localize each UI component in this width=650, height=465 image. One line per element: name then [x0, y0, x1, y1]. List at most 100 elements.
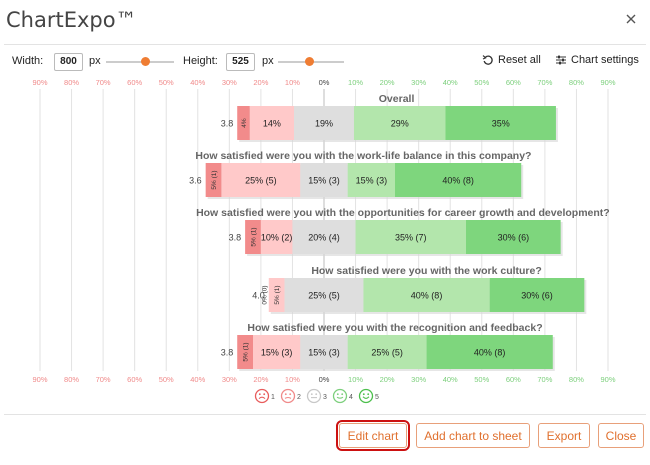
axis-tick-bottom: 10% — [348, 375, 363, 384]
legend-face-eye — [289, 393, 292, 396]
bar-segment — [353, 106, 446, 140]
legend-label: 3 — [323, 394, 327, 401]
toolbar: Width: 800 px Height: 525 px Reset all C… — [0, 50, 650, 74]
segment-label: 14% — [263, 119, 281, 129]
bar-segment — [292, 220, 356, 254]
settings-sliders-icon — [555, 54, 567, 66]
width-slider-track[interactable] — [106, 61, 174, 63]
legend-face-mouth — [336, 396, 344, 399]
legend-face-eye — [367, 393, 370, 396]
export-button[interactable]: Export — [538, 423, 590, 448]
axis-tick-top: 0% — [319, 78, 330, 87]
axis-tick-bottom: 40% — [190, 375, 205, 384]
segment-label: 40% (8) — [474, 348, 506, 358]
width-unit: px — [89, 55, 101, 67]
axis-tick-top: 50% — [159, 78, 174, 87]
segment-label: 10% (2) — [261, 233, 293, 243]
height-unit: px — [262, 55, 274, 67]
segment-label: 30% (6) — [521, 291, 553, 301]
legend-face-eye — [284, 393, 287, 396]
axis-tick-top: 30% — [222, 78, 237, 87]
segment-label: 5% (1) — [274, 285, 281, 304]
axis-tick-bottom: 70% — [96, 375, 111, 384]
axis-tick-bottom: 0% — [319, 375, 330, 384]
legend-face-icon — [306, 388, 322, 404]
bar-segment — [268, 278, 285, 312]
axis-tick-top: 60% — [127, 78, 142, 87]
height-slider-thumb[interactable] — [305, 57, 314, 66]
axis-tick-bottom: 20% — [253, 375, 268, 384]
axis-tick-bottom: 60% — [127, 375, 142, 384]
footer-divider — [4, 414, 646, 415]
add-chart-to-sheet-button[interactable]: Add chart to sheet — [416, 423, 530, 448]
segment-label: 15% (3) — [308, 176, 340, 186]
axis-tick-top: 80% — [64, 78, 79, 87]
bar-segment — [347, 335, 427, 369]
chart-svg: 90%90%80%80%70%70%60%60%50%50%40%40%30%3… — [32, 78, 616, 404]
axis-tick-top: 40% — [190, 78, 205, 87]
segment-label: 5% (1) — [211, 170, 218, 189]
bar-segment — [205, 163, 222, 197]
axis-tick-top: 70% — [96, 78, 111, 87]
bar-segment — [245, 220, 261, 254]
segment-label: 35% — [492, 119, 510, 129]
segment-label: 25% (5) — [308, 291, 340, 301]
segment-label: 25% (5) — [245, 176, 277, 186]
reset-all-label: Reset all — [498, 54, 541, 66]
bar-segment — [355, 220, 466, 254]
score-label: 3.6 — [189, 176, 202, 186]
axis-tick-bottom: 90% — [32, 375, 47, 384]
bar-segment — [489, 278, 585, 312]
chart-settings-button[interactable]: Chart settings — [555, 54, 639, 66]
axis-tick-top: 40% — [443, 78, 458, 87]
reset-all-button[interactable]: Reset all — [482, 54, 541, 66]
axis-tick-top: 70% — [537, 78, 552, 87]
axis-tick-top: 10% — [285, 78, 300, 87]
legend-face-mouth — [362, 396, 370, 399]
width-slider-thumb[interactable] — [141, 57, 150, 66]
width-label: Width: — [12, 55, 44, 67]
legend-face-icon — [254, 388, 270, 404]
close-icon[interactable] — [624, 12, 638, 26]
axis-tick-top: 80% — [569, 78, 584, 87]
legend-face-mouth — [258, 396, 266, 400]
bar-segment — [260, 220, 293, 254]
width-input[interactable]: 800 — [54, 53, 83, 71]
height-label: Height: — [183, 55, 218, 67]
legend-face-eye — [263, 393, 266, 396]
axis-tick-bottom: 50% — [159, 375, 174, 384]
bar-segment — [395, 163, 522, 197]
legend-face-icon — [280, 388, 296, 404]
edit-chart-button[interactable]: Edit chart — [336, 420, 410, 451]
axis-tick-top: 10% — [348, 78, 363, 87]
axis-tick-bottom: 30% — [222, 375, 237, 384]
axis-tick-top: 90% — [32, 78, 47, 87]
bar-segment — [284, 278, 364, 312]
bar-segment — [237, 106, 250, 140]
legend-face-eye — [336, 393, 339, 396]
segment-label: 35% (7) — [395, 233, 427, 243]
axis-tick-bottom: 10% — [285, 375, 300, 384]
close-button[interactable]: Close — [598, 423, 644, 448]
bar-segment — [237, 335, 253, 369]
segment-label: 30% (6) — [498, 233, 530, 243]
segment-label: 19% — [315, 119, 333, 129]
axis-tick-bottom: 30% — [411, 375, 426, 384]
score-label: 3.8 — [221, 348, 234, 358]
height-input[interactable]: 525 — [226, 53, 255, 71]
score-label: 3.8 — [229, 233, 242, 243]
title-bar: ChartExpo™ — [0, 0, 650, 44]
legend-face-mouth — [284, 396, 292, 399]
segment-label: 0% (0) — [261, 285, 268, 304]
segment-label: 15% (3) — [308, 348, 340, 358]
bar-segment — [221, 163, 301, 197]
bar-segment — [363, 278, 490, 312]
segment-label: 4% — [241, 118, 248, 128]
axis-tick-bottom: 70% — [537, 375, 552, 384]
segment-label: 40% (8) — [411, 291, 443, 301]
axis-tick-top: 60% — [506, 78, 521, 87]
legend-label: 2 — [297, 394, 301, 401]
bar-segment — [300, 163, 348, 197]
bar-segment — [466, 220, 561, 254]
score-label: 4.0 — [252, 291, 265, 301]
